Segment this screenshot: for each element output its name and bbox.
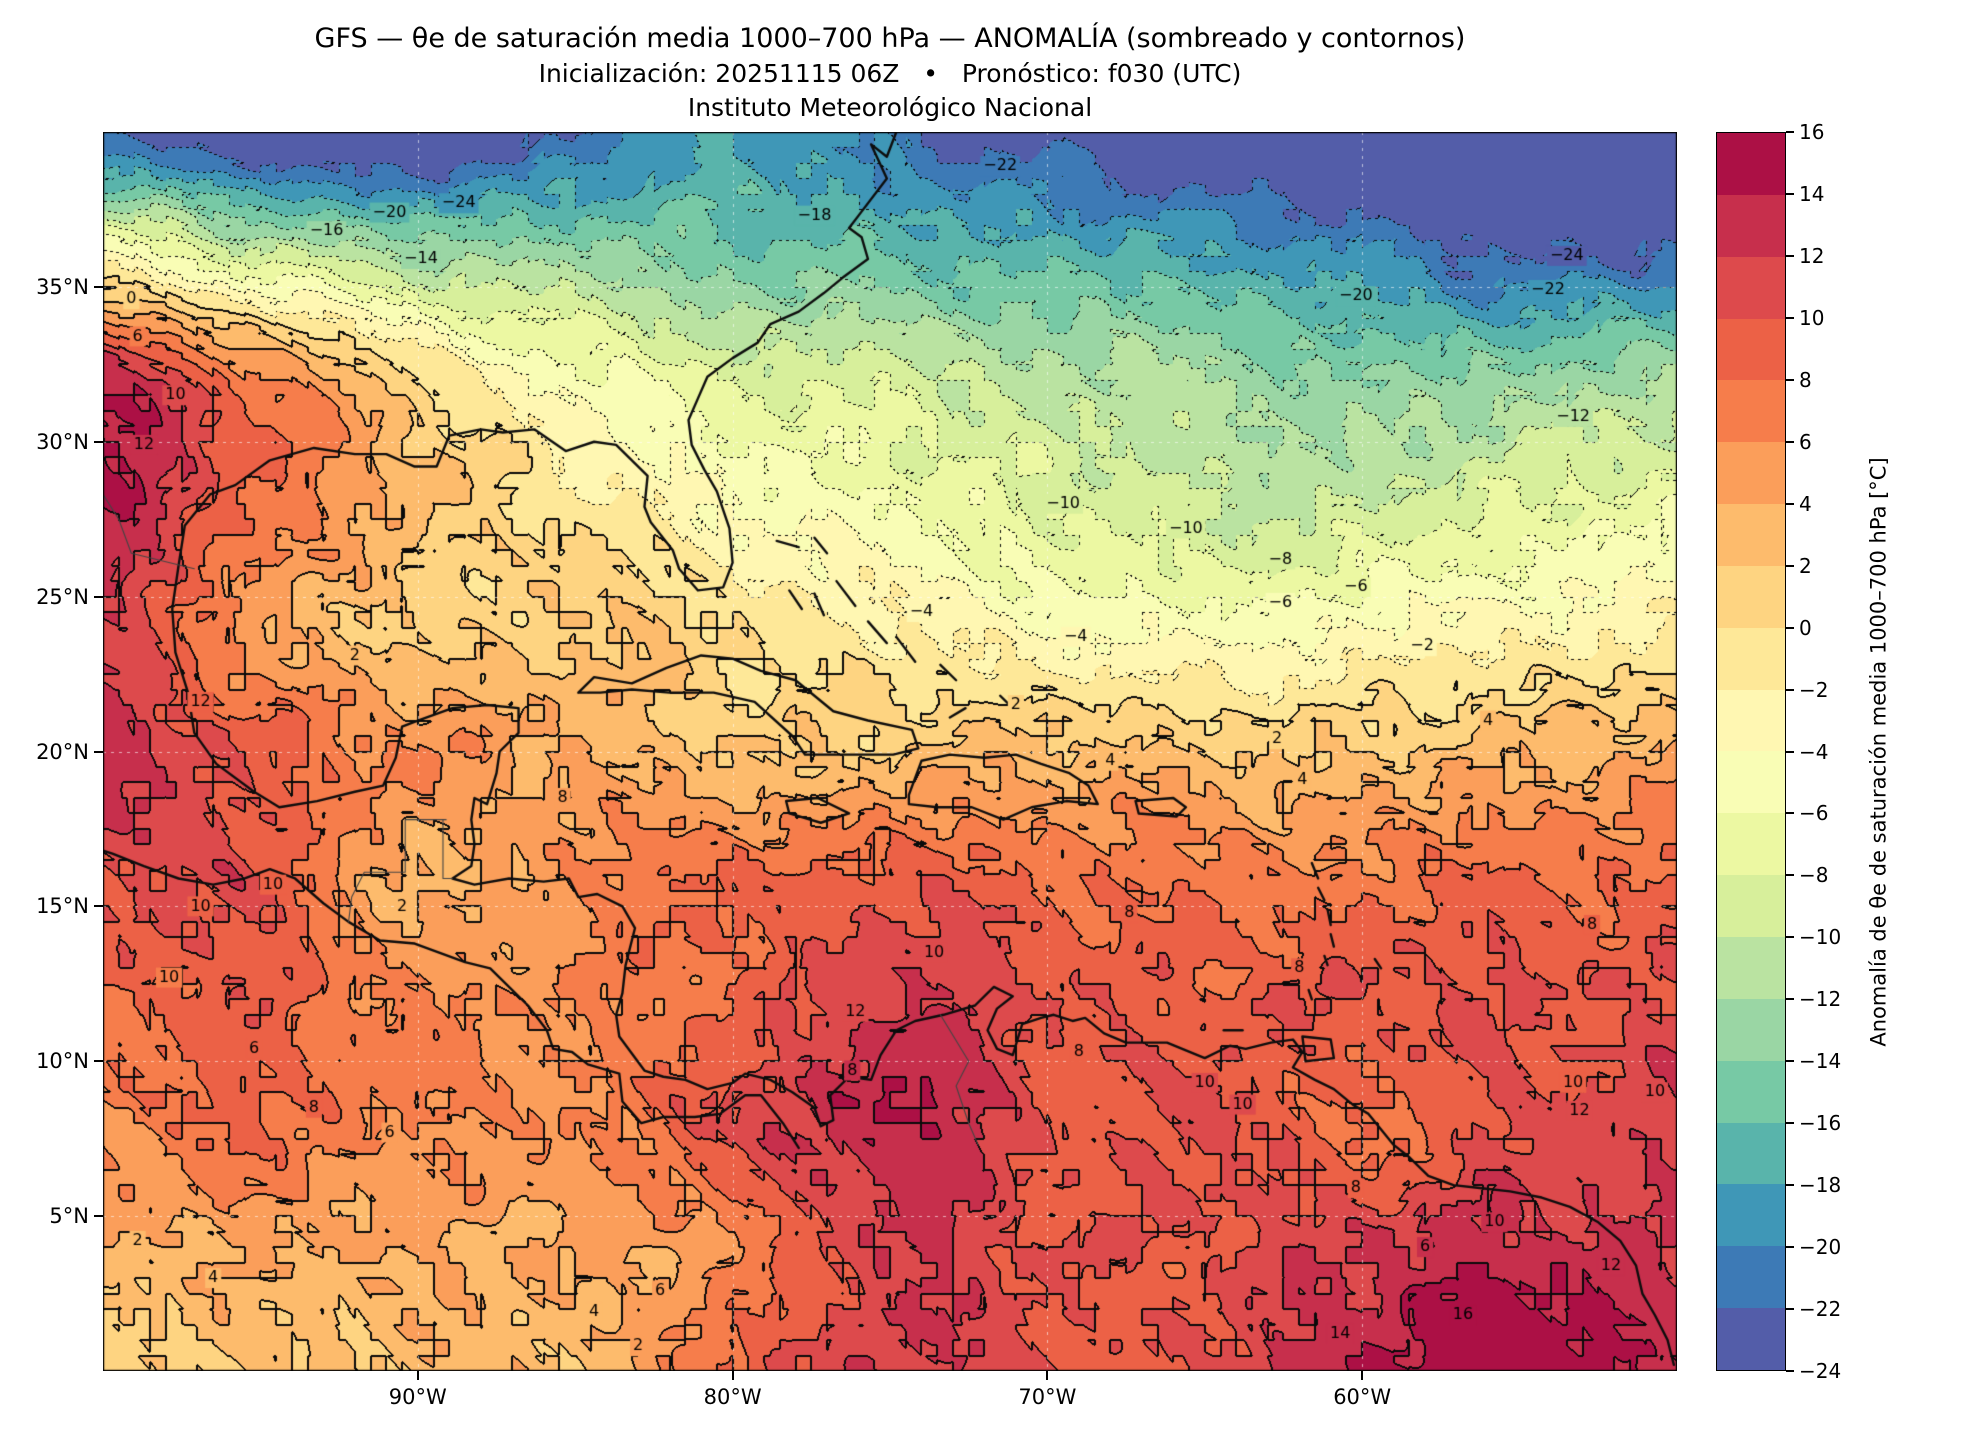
colorbar-swatch (1717, 1122, 1785, 1185)
colorbar-swatch (1717, 936, 1785, 999)
colorbar-tick-label: 14 (1799, 181, 1825, 206)
colorbar-tick-mark (1786, 440, 1794, 443)
colorbar-swatches (1717, 133, 1785, 1370)
colorbar-swatch (1717, 1308, 1785, 1370)
colorbar-tick-mark (1786, 750, 1794, 753)
y-tick-mark (94, 750, 103, 753)
colorbar-tick-mark (1786, 1184, 1794, 1187)
colorbar-tick-label: −24 (1799, 1359, 1842, 1383)
colorbar-tick-label: −18 (1799, 1173, 1842, 1198)
colorbar-tick-label: 6 (1799, 429, 1812, 454)
colorbar-tick-mark (1786, 254, 1794, 257)
colorbar-tick-label: −16 (1799, 1111, 1842, 1136)
colorbar-swatch (1717, 689, 1785, 752)
colorbar-tick-label: 8 (1799, 367, 1812, 392)
colorbar-tick-mark (1786, 936, 1794, 939)
colorbar-swatch (1717, 565, 1785, 628)
colorbar-tick-label: −8 (1799, 863, 1829, 888)
colorbar-tick-mark (1786, 1246, 1794, 1249)
y-tick-mark (94, 1215, 103, 1218)
colorbar-swatch (1717, 813, 1785, 876)
colorbar-tick-mark (1786, 1060, 1794, 1063)
colorbar-tick-label: 2 (1799, 553, 1812, 578)
chart-title: GFS — θe de saturación media 1000–700 hP… (314, 23, 1466, 54)
colorbar-tick-mark (1786, 812, 1794, 815)
colorbar-tick-label: −12 (1799, 987, 1842, 1012)
colorbar-tick-label: −2 (1799, 677, 1829, 702)
colorbar-tick-label: 10 (1799, 305, 1825, 330)
x-tick-mark (416, 1371, 419, 1380)
x-tick-mark (731, 1371, 734, 1380)
chart-subtitle: Inicialización: 20251115 06Z • Pronóstic… (538, 59, 1242, 88)
colorbar-tick-mark (1786, 1122, 1794, 1125)
colorbar-tick-label: 12 (1799, 243, 1825, 268)
x-tick-label: 80°W (703, 1385, 762, 1409)
colorbar-tick-label: −4 (1799, 739, 1829, 764)
colorbar-tick-mark (1786, 688, 1794, 691)
x-tick-label: 70°W (1018, 1385, 1077, 1409)
y-tick-mark (94, 440, 103, 443)
colorbar-swatch (1717, 442, 1785, 505)
anomaly-map-canvas (103, 132, 1677, 1371)
colorbar-tick-mark (1786, 874, 1794, 877)
colorbar-tick-mark (1786, 192, 1794, 195)
colorbar-tick-label: −14 (1799, 1049, 1842, 1074)
colorbar-swatch (1717, 256, 1785, 319)
colorbar-tick-label: −10 (1799, 925, 1842, 950)
colorbar-tick-mark (1786, 564, 1794, 567)
colorbar-swatch (1717, 1184, 1785, 1247)
colorbar-swatch (1717, 194, 1785, 257)
y-tick-mark (94, 1060, 103, 1063)
x-tick-mark (1046, 1371, 1049, 1380)
colorbar-tick-mark (1786, 1370, 1794, 1372)
colorbar-swatch (1717, 998, 1785, 1061)
colorbar-swatch (1717, 627, 1785, 690)
colorbar-tick-label: 4 (1799, 491, 1812, 516)
map-plot (103, 132, 1677, 1371)
colorbar-tick-mark (1786, 998, 1794, 1001)
x-tick-label: 90°W (388, 1385, 447, 1409)
colorbar-tick-mark (1786, 378, 1794, 381)
colorbar-tick-mark (1786, 502, 1794, 505)
chart-institute: Instituto Meteorológico Nacional (687, 93, 1093, 122)
colorbar-tick-mark (1786, 131, 1794, 133)
y-tick-mark (94, 905, 103, 908)
y-tick-mark (94, 285, 103, 288)
colorbar-tick-label: −20 (1799, 1235, 1842, 1260)
colorbar-tick-label: 16 (1799, 120, 1825, 144)
colorbar-tick-label: −6 (1799, 801, 1829, 826)
colorbar-swatch (1717, 504, 1785, 566)
y-tick-label: 10°N (36, 1049, 89, 1074)
y-tick-label: 35°N (36, 274, 89, 299)
y-tick-label: 5°N (49, 1204, 89, 1229)
colorbar-swatch (1717, 133, 1785, 195)
colorbar-tick-mark (1786, 316, 1794, 319)
colorbar-tick-mark (1786, 1308, 1794, 1311)
colorbar-swatch (1717, 1246, 1785, 1309)
colorbar-tick-label: −22 (1799, 1297, 1842, 1322)
colorbar-tick-mark (1786, 626, 1794, 629)
y-tick-label: 20°N (36, 739, 89, 764)
y-tick-mark (94, 595, 103, 598)
x-tick-label: 60°W (1333, 1385, 1392, 1409)
y-tick-label: 30°N (36, 429, 89, 454)
y-tick-label: 25°N (36, 584, 89, 609)
x-tick-mark (1361, 1371, 1364, 1380)
colorbar-swatch (1717, 380, 1785, 443)
colorbar-swatch (1717, 1060, 1785, 1123)
colorbar-swatch (1717, 751, 1785, 814)
title-block: GFS — θe de saturación media 1000–700 hP… (103, 20, 1677, 125)
colorbar-tick-label: 0 (1799, 615, 1812, 640)
colorbar (1716, 132, 1786, 1371)
colorbar-label: Anomalía de θe de saturación media 1000–… (1866, 457, 1891, 1047)
colorbar-swatch (1717, 318, 1785, 381)
colorbar-swatch (1717, 875, 1785, 937)
y-tick-label: 15°N (36, 894, 89, 919)
